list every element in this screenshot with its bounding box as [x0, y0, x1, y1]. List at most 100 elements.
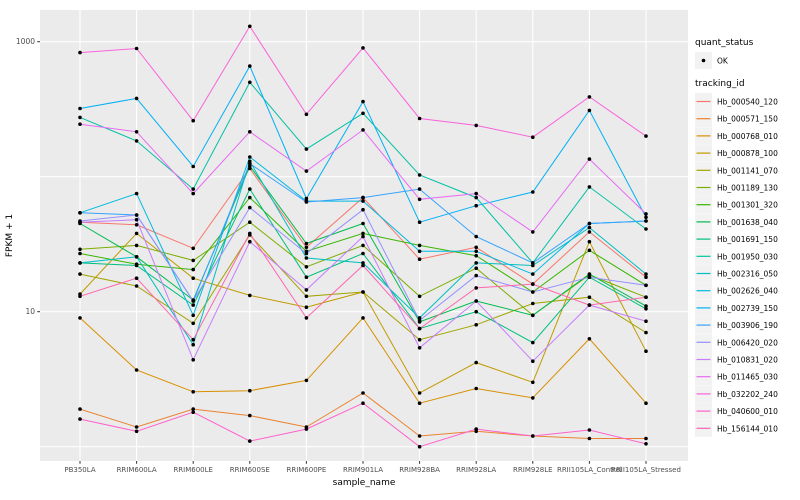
legend: quant_status OK tracking_id Hb_000540_120 Hb… — [695, 38, 778, 437]
data-point — [474, 195, 479, 200]
data-point — [248, 239, 252, 244]
legend-item: Hb_001638_040 — [695, 213, 778, 231]
data-point — [134, 130, 139, 134]
data-point — [644, 330, 648, 335]
data-point — [644, 272, 648, 276]
data-point — [78, 316, 82, 320]
data-point — [191, 410, 195, 415]
data-point — [644, 275, 648, 280]
data-point — [474, 203, 479, 208]
legend-item: Hb_040600_010 — [695, 402, 778, 420]
data-point — [644, 319, 648, 324]
data-point — [644, 134, 648, 138]
data-point — [587, 428, 592, 432]
legend-item: Hb_000768_010 — [695, 127, 778, 145]
data-point — [644, 215, 648, 220]
data-point — [474, 191, 479, 196]
legend-label-tracking-id: Hb_001950_030 — [717, 252, 778, 261]
data-point — [134, 46, 139, 51]
data-point — [474, 266, 479, 271]
data-point — [361, 195, 365, 200]
legend-item: Hb_001189_130 — [695, 179, 778, 196]
data-point — [531, 261, 535, 265]
data-point — [587, 295, 592, 300]
x-tick-label: PB350LA — [64, 466, 95, 474]
data-point — [417, 220, 422, 224]
legend-item: Hb_003906_190 — [695, 316, 778, 334]
legend-item: Hb_001950_030 — [695, 247, 778, 265]
data-point — [361, 221, 365, 226]
data-point — [361, 46, 365, 50]
data-point — [531, 313, 535, 318]
legend-label-tracking-id: Hb_000768_010 — [717, 132, 778, 141]
data-point — [474, 427, 479, 431]
legend-label-quant-status: OK — [717, 57, 729, 66]
data-point — [587, 303, 592, 307]
data-point — [587, 239, 592, 244]
x-tick-label: RRIM600PE — [286, 466, 326, 474]
data-point — [417, 173, 422, 177]
x-tick-label: RRIM600SE — [230, 466, 270, 474]
data-point — [644, 401, 648, 406]
data-point — [78, 417, 82, 421]
data-point — [191, 191, 195, 196]
data-point — [417, 257, 422, 262]
data-point — [474, 309, 479, 314]
data-point — [361, 391, 365, 395]
legend-label-tracking-id: Hb_001691_150 — [717, 235, 778, 244]
data-point — [248, 220, 252, 224]
data-point — [474, 123, 479, 128]
legend-item: Hb_001301_320 — [695, 196, 778, 214]
data-point — [417, 401, 422, 406]
data-point — [248, 293, 252, 298]
data-point — [134, 263, 139, 268]
data-point — [191, 258, 195, 263]
data-point — [78, 251, 82, 256]
legend-label-tracking-id: Hb_006420_020 — [717, 338, 778, 347]
data-point — [531, 190, 535, 194]
data-point — [587, 95, 592, 99]
data-point — [134, 96, 139, 101]
data-point — [248, 161, 252, 166]
data-point — [531, 380, 535, 385]
data-point — [644, 442, 648, 446]
data-point — [531, 263, 535, 268]
data-point — [304, 241, 309, 246]
data-point — [304, 245, 309, 250]
data-point — [191, 337, 195, 342]
data-point — [474, 253, 479, 258]
data-point — [474, 245, 479, 250]
data-point — [644, 227, 648, 231]
data-point — [361, 128, 365, 132]
data-point — [417, 391, 422, 395]
data-point — [78, 211, 82, 215]
data-point — [191, 321, 195, 326]
legend-item: Hb_001691_150 — [695, 230, 778, 248]
data-point — [304, 275, 309, 280]
data-point — [304, 256, 309, 260]
data-point — [304, 147, 309, 151]
data-point — [644, 307, 648, 311]
data-point — [78, 261, 82, 265]
legend-label-tracking-id: Hb_003906_190 — [717, 321, 778, 330]
data-point — [474, 386, 479, 391]
data-point — [191, 303, 195, 307]
data-point — [248, 64, 252, 68]
data-point — [191, 390, 195, 394]
data-point — [191, 407, 195, 411]
legend-label-tracking-id: Hb_000540_120 — [717, 98, 778, 107]
data-point — [78, 247, 82, 252]
x-tick-label: RRIM928LE — [513, 466, 553, 474]
legend-item: Hb_000540_120 — [695, 93, 778, 110]
legend-label-tracking-id: Hb_002739_150 — [717, 304, 778, 313]
data-point — [417, 434, 422, 438]
legend-title-tracking-id: tracking_id — [695, 79, 745, 89]
data-point — [134, 213, 139, 217]
data-point — [361, 251, 365, 256]
data-point — [361, 99, 365, 104]
data-point — [417, 346, 422, 350]
axes: 1000 10 PB350LA RRIM600LA RRIM600LE RRIM600SE… — [5, 37, 681, 488]
data-point — [531, 359, 535, 364]
data-point — [134, 217, 139, 222]
